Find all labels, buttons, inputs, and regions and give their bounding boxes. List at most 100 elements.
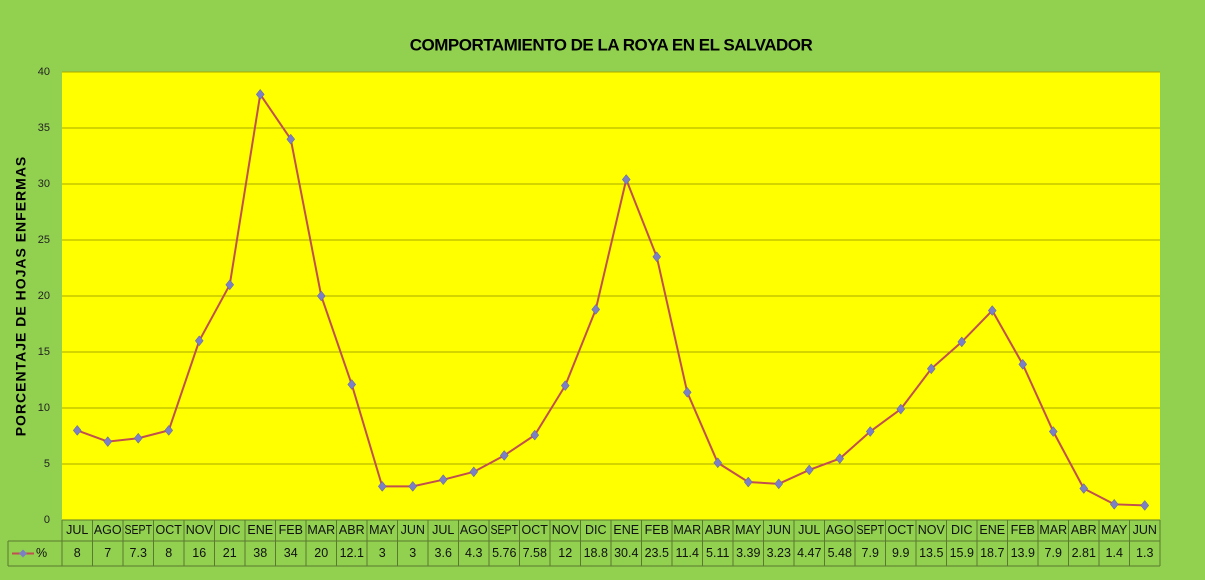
data-table-value: 30.4 bbox=[614, 546, 638, 560]
x-tick-label: ENE bbox=[979, 523, 1005, 537]
marker bbox=[835, 453, 845, 465]
x-tick-label: AGO bbox=[460, 523, 488, 537]
data-table-value: 7.9 bbox=[1045, 546, 1062, 560]
x-tick-label: OCT bbox=[522, 523, 549, 537]
data-table-value: 38 bbox=[253, 546, 267, 560]
data-table-value: 16 bbox=[192, 546, 206, 560]
x-tick-label: ENE bbox=[613, 523, 639, 537]
data-table-value: 8 bbox=[165, 546, 172, 560]
marker bbox=[164, 424, 174, 436]
marker bbox=[926, 363, 936, 375]
y-tick-label: 5 bbox=[44, 458, 50, 470]
marker bbox=[438, 474, 448, 486]
marker bbox=[591, 304, 601, 315]
x-tick-label: NOV bbox=[186, 523, 214, 537]
data-table-value: 7.3 bbox=[130, 546, 147, 560]
data-table-value: 18.8 bbox=[584, 546, 608, 560]
x-tick-label: ABR bbox=[1071, 523, 1097, 537]
marker bbox=[530, 429, 540, 441]
y-tick-label: 30 bbox=[38, 178, 50, 190]
x-tick-label: JUN bbox=[767, 523, 791, 537]
marker bbox=[1048, 426, 1058, 437]
data-table-value: 7.9 bbox=[862, 546, 879, 560]
data-table-value: 8 bbox=[74, 546, 81, 560]
data-table-value: 3.23 bbox=[767, 546, 791, 560]
x-tick-label: SEPT bbox=[125, 523, 153, 537]
data-table-value: 1.3 bbox=[1136, 546, 1153, 560]
data-table-value: 5.48 bbox=[828, 546, 852, 560]
x-tick-label: JUL bbox=[798, 523, 820, 537]
x-tick-label: MAR bbox=[307, 523, 335, 537]
marker bbox=[682, 386, 692, 398]
x-tick-label: NOV bbox=[552, 523, 580, 537]
marker bbox=[286, 133, 296, 145]
marker bbox=[774, 478, 784, 490]
x-tick-label: MAY bbox=[1101, 523, 1128, 537]
x-tick-label: OCT bbox=[888, 523, 915, 537]
data-table-value: 7.58 bbox=[523, 546, 547, 560]
data-table-value: 5.76 bbox=[492, 546, 516, 560]
data-table-value: 12.1 bbox=[340, 546, 364, 560]
marker bbox=[865, 426, 875, 437]
x-tick-label: SEPT bbox=[857, 523, 885, 537]
x-tick-label: ABR bbox=[339, 523, 365, 537]
data-table-value: 13.5 bbox=[919, 546, 943, 560]
x-tick-label: ABR bbox=[705, 523, 731, 537]
y-tick-label: 35 bbox=[38, 122, 50, 134]
marker bbox=[408, 480, 418, 492]
marker bbox=[1079, 483, 1089, 494]
marker bbox=[347, 379, 357, 390]
y-tick-label: 10 bbox=[38, 402, 50, 414]
x-tick-label: MAY bbox=[735, 523, 762, 537]
marker bbox=[560, 380, 570, 392]
marker bbox=[621, 174, 631, 185]
marker bbox=[377, 480, 387, 492]
x-tick-label: FEB bbox=[1011, 523, 1035, 537]
marker bbox=[804, 464, 814, 476]
y-axis-title: PORCENTAJE DE HOJAS ENFERMAS bbox=[13, 156, 29, 437]
data-table-value: 34 bbox=[284, 546, 298, 560]
marker bbox=[652, 251, 662, 263]
data-table-value: 21 bbox=[223, 546, 237, 560]
data-table-value: 3 bbox=[379, 546, 386, 560]
marker bbox=[255, 88, 265, 100]
marker bbox=[896, 403, 906, 415]
data-table-value: 9.9 bbox=[892, 546, 909, 560]
y-tick-label: 20 bbox=[38, 290, 50, 302]
marker bbox=[743, 476, 753, 488]
data-table-value: 15.9 bbox=[950, 546, 974, 560]
y-tick-label: 0 bbox=[44, 514, 50, 526]
data-table-value: 3 bbox=[409, 546, 416, 560]
data-table-value: 12 bbox=[558, 546, 572, 560]
data-table-value: 2.81 bbox=[1072, 546, 1096, 560]
line bbox=[76, 91, 1145, 507]
x-tick-label: OCT bbox=[156, 523, 183, 537]
x-tick-label: JUL bbox=[66, 523, 88, 537]
data-table-value: 5.11 bbox=[706, 546, 729, 560]
x-tick-label: SEPT bbox=[491, 523, 519, 537]
x-tick-label: FEB bbox=[279, 523, 303, 537]
marker bbox=[72, 424, 82, 436]
data-table-value: 1.4 bbox=[1106, 546, 1123, 560]
data-table-value: 4.3 bbox=[465, 546, 482, 560]
y-tick-label: 40 bbox=[38, 66, 50, 78]
marker bbox=[1109, 498, 1119, 510]
data-table-value: 13.9 bbox=[1011, 546, 1035, 560]
y-tick-label: 25 bbox=[38, 234, 50, 246]
chart-title: COMPORTAMIENTO DE LA ROYA EN EL SALVADOR bbox=[410, 35, 813, 54]
x-tick-label: AGO bbox=[94, 523, 122, 537]
marker bbox=[133, 432, 143, 444]
x-tick-label: JUN bbox=[401, 523, 425, 537]
x-tick-label: MAY bbox=[369, 523, 396, 537]
x-tick-label: MAR bbox=[673, 523, 701, 537]
data-table-value: 18.7 bbox=[980, 546, 1004, 560]
data-table-value: 4.47 bbox=[797, 546, 821, 560]
marker bbox=[103, 436, 113, 448]
marker bbox=[194, 335, 204, 347]
marker bbox=[1018, 358, 1028, 370]
x-tick-label: DIC bbox=[219, 523, 241, 537]
marker bbox=[713, 457, 723, 469]
data-table-value: 3.6 bbox=[435, 546, 452, 560]
